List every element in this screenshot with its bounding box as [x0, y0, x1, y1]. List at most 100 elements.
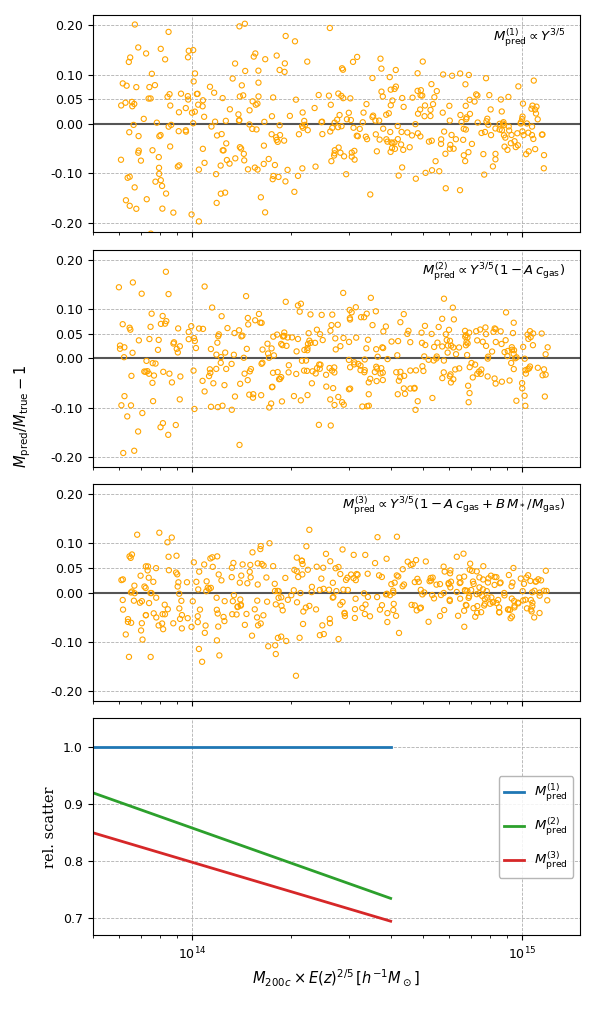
Point [261, 51, 270, 68]
Point [491, 146, 501, 162]
Point [398, 89, 407, 106]
Point [375, 132, 385, 148]
Point [488, 158, 498, 175]
Point [402, 326, 412, 342]
Point [264, 350, 274, 366]
Point [477, 604, 486, 621]
Point [470, 94, 480, 110]
Point [484, 86, 494, 103]
Point [160, 316, 170, 332]
Point [519, 576, 529, 592]
Point [393, 131, 402, 147]
Point [227, 605, 237, 622]
Point [481, 70, 491, 86]
Point [327, 317, 336, 333]
Point [353, 566, 362, 583]
Point [175, 611, 185, 627]
Point [373, 529, 382, 546]
Point [158, 621, 168, 637]
Point [472, 604, 482, 621]
Point [234, 106, 243, 122]
Point [359, 105, 368, 121]
Point [146, 225, 155, 242]
Point [274, 371, 284, 388]
Point [319, 626, 328, 642]
Point [198, 93, 208, 109]
Point [514, 78, 523, 95]
Point [160, 51, 170, 68]
Point [346, 112, 356, 128]
Point [151, 610, 161, 626]
Point [190, 65, 200, 81]
Point [459, 619, 469, 635]
Point [452, 584, 462, 600]
Point [399, 380, 408, 397]
Point [537, 126, 547, 143]
Point [399, 368, 409, 384]
Point [465, 91, 474, 108]
Point [148, 355, 157, 371]
Point [298, 119, 308, 136]
Point [326, 97, 335, 113]
Point [243, 161, 253, 178]
Point [160, 607, 170, 623]
Point [193, 614, 203, 630]
Point [335, 565, 345, 582]
Point [342, 111, 352, 127]
Point [234, 112, 244, 128]
Point [528, 325, 538, 341]
Point [523, 124, 533, 141]
Point [440, 601, 449, 618]
Point [364, 398, 374, 414]
Point [449, 141, 459, 157]
Point [523, 326, 532, 342]
Point [451, 131, 460, 147]
Point [282, 633, 291, 650]
Point [410, 597, 420, 614]
Point [428, 96, 438, 112]
Point [407, 127, 417, 144]
Point [236, 597, 246, 614]
Point [416, 82, 426, 99]
Point [493, 592, 503, 609]
Point [374, 112, 384, 128]
Point [385, 69, 395, 85]
Point [304, 597, 314, 614]
Point [248, 386, 258, 402]
Point [519, 126, 529, 143]
Point [350, 601, 360, 618]
Point [359, 309, 369, 326]
Point [389, 601, 398, 618]
Point [164, 549, 173, 565]
Point [146, 585, 155, 601]
Point [489, 594, 498, 611]
Point [492, 568, 501, 585]
Point [337, 118, 346, 135]
Point [518, 592, 528, 609]
Point [332, 111, 342, 127]
Point [301, 599, 310, 616]
Point [374, 567, 384, 584]
Point [158, 200, 167, 217]
Point [388, 140, 397, 156]
Point [460, 76, 470, 93]
Point [189, 73, 199, 89]
Point [526, 573, 535, 589]
Point [445, 368, 454, 384]
Point [351, 572, 361, 588]
Point [373, 348, 383, 365]
Point [454, 360, 464, 376]
Point [242, 605, 251, 622]
Point [227, 568, 236, 585]
Point [497, 103, 507, 119]
Point [261, 570, 271, 586]
Point [350, 151, 359, 168]
Point [512, 393, 521, 409]
Point [460, 329, 470, 345]
Point [497, 122, 507, 139]
Point [260, 205, 270, 221]
Point [303, 53, 312, 70]
Point [417, 87, 427, 104]
Point [191, 340, 201, 357]
Point [484, 571, 493, 587]
